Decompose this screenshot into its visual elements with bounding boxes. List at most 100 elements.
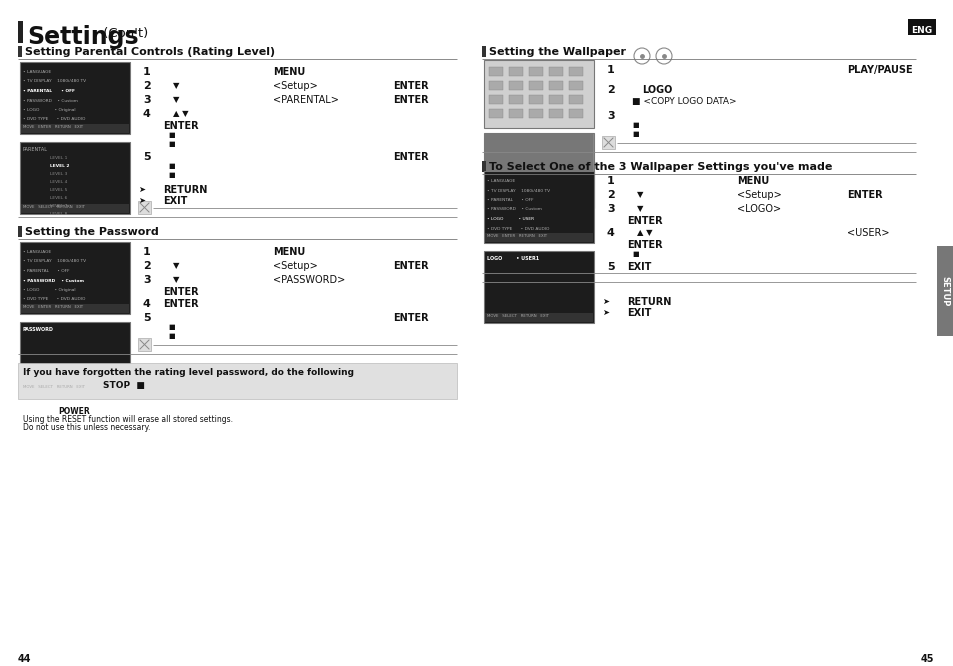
Text: <PASSWORD>: <PASSWORD> (273, 275, 345, 285)
Text: • LANGUAGE: • LANGUAGE (23, 70, 51, 74)
Bar (568, 109, 582, 118)
Text: SETUP: SETUP (940, 276, 948, 306)
Text: • DVD TYPE      • DVD AUDIO: • DVD TYPE • DVD AUDIO (486, 226, 549, 230)
Text: 3: 3 (606, 111, 614, 121)
Text: ➤: ➤ (138, 196, 145, 205)
Text: ENTER: ENTER (393, 81, 428, 91)
Text: POWER: POWER (58, 407, 90, 416)
Text: ENTER: ENTER (393, 95, 428, 105)
Text: • PASSWORD    • Custom: • PASSWORD • Custom (23, 99, 78, 103)
Text: ENTER: ENTER (163, 287, 198, 297)
Text: ▲ ▼: ▲ ▼ (637, 228, 652, 237)
Text: MENU: MENU (273, 247, 305, 257)
Text: 5: 5 (143, 313, 151, 323)
Text: LEVEL 1: LEVEL 1 (50, 156, 68, 160)
Text: • TV DISPLAY    1080i/480 TV: • TV DISPLAY 1080i/480 TV (23, 260, 86, 264)
Text: ■: ■ (168, 324, 174, 330)
Bar (484, 134, 593, 207)
Text: <LOGO>: <LOGO> (737, 204, 781, 214)
Text: <PARENTAL>: <PARENTAL> (273, 95, 338, 105)
Text: 5: 5 (606, 262, 614, 272)
Bar (484, 313, 593, 322)
Text: 4: 4 (143, 109, 151, 119)
Text: 2: 2 (143, 261, 151, 271)
Text: Setting the Password: Setting the Password (25, 227, 158, 237)
Bar (489, 109, 502, 118)
Bar (483, 171, 594, 243)
Text: LEVEL 6: LEVEL 6 (50, 196, 68, 200)
Text: 44: 44 (18, 654, 31, 664)
Bar (18, 363, 456, 399)
Text: • TV DISPLAY    1080i/480 TV: • TV DISPLAY 1080i/480 TV (486, 188, 550, 192)
Text: 45: 45 (920, 654, 934, 664)
Text: • TV DISPLAY    1080i/480 TV: • TV DISPLAY 1080i/480 TV (23, 79, 86, 83)
Bar (489, 67, 502, 76)
Text: PLAY/PAUSE: PLAY/PAUSE (846, 65, 912, 75)
Text: Using the RESET function will erase all stored settings.: Using the RESET function will erase all … (23, 415, 233, 424)
Text: • LOGO           • Original: • LOGO • Original (23, 288, 75, 292)
Text: ▼: ▼ (172, 275, 179, 284)
Text: MOVE   ENTER   RETURN   EXIT: MOVE ENTER RETURN EXIT (23, 125, 83, 129)
Text: 1: 1 (606, 65, 614, 75)
Text: 3: 3 (143, 275, 151, 285)
Text: 4: 4 (143, 299, 151, 309)
Text: LEVEL 2: LEVEL 2 (50, 164, 70, 168)
Bar (483, 133, 594, 208)
Bar (509, 109, 522, 118)
Text: MOVE   SELECT   RETURN   EXIT: MOVE SELECT RETURN EXIT (23, 205, 85, 209)
Text: 2: 2 (606, 85, 614, 95)
Text: ENTER: ENTER (393, 261, 428, 271)
Text: <USER>: <USER> (846, 228, 888, 238)
Text: 1: 1 (143, 67, 151, 77)
Bar (20, 322, 130, 394)
Text: LOGO: LOGO (641, 85, 672, 95)
Text: ➤: ➤ (601, 297, 608, 306)
Text: <Setup>: <Setup> (273, 261, 317, 271)
Bar (548, 67, 562, 76)
Bar (489, 81, 502, 90)
Text: LEVEL 5: LEVEL 5 (50, 188, 68, 192)
Text: ■: ■ (168, 132, 174, 138)
Bar (483, 251, 594, 323)
Text: • LANGUAGE: • LANGUAGE (486, 179, 515, 183)
Bar (18, 226, 22, 237)
Text: MENU: MENU (737, 176, 768, 186)
Text: 1: 1 (606, 176, 614, 186)
Bar (529, 81, 542, 90)
Text: LEVEL 3: LEVEL 3 (50, 172, 68, 176)
Text: 3: 3 (143, 95, 151, 105)
Text: ▲ ▼: ▲ ▼ (172, 109, 189, 118)
Text: ■: ■ (631, 122, 638, 128)
Bar (548, 81, 562, 90)
Bar (481, 161, 485, 172)
Text: MOVE   SELECT   RETURN   EXIT: MOVE SELECT RETURN EXIT (23, 385, 85, 389)
Text: ENTER: ENTER (393, 313, 428, 323)
Bar (548, 95, 562, 104)
Text: 1: 1 (143, 247, 151, 257)
Text: Settings: Settings (27, 25, 138, 49)
Text: Do not use this unless necessary.: Do not use this unless necessary. (23, 423, 151, 432)
Bar (18, 46, 22, 57)
Text: ■: ■ (168, 141, 174, 147)
Bar (138, 338, 151, 351)
Bar (18, 21, 23, 43)
Text: To Select One of the 3 Wallpaper Settings you've made: To Select One of the 3 Wallpaper Setting… (489, 162, 832, 172)
Bar (548, 109, 562, 118)
Text: Setting Parental Controls (Rating Level): Setting Parental Controls (Rating Level) (25, 47, 274, 57)
Text: (Con't): (Con't) (99, 27, 148, 40)
Text: RETURN: RETURN (626, 297, 671, 307)
Text: • PARENTAL      • OFF: • PARENTAL • OFF (23, 269, 70, 273)
Text: EXIT: EXIT (626, 308, 651, 318)
Text: ▼: ▼ (172, 261, 179, 270)
Bar (529, 67, 542, 76)
Text: LEVEL 4: LEVEL 4 (50, 180, 68, 184)
Text: LEVEL 7: LEVEL 7 (50, 204, 68, 208)
Text: ➤: ➤ (601, 308, 608, 317)
Bar (568, 67, 582, 76)
Text: ■: ■ (631, 251, 638, 257)
Text: RETURN: RETURN (163, 185, 207, 195)
Bar (568, 81, 582, 90)
Text: ➤: ➤ (138, 185, 145, 194)
Text: 5: 5 (143, 152, 151, 162)
Bar (484, 233, 593, 242)
